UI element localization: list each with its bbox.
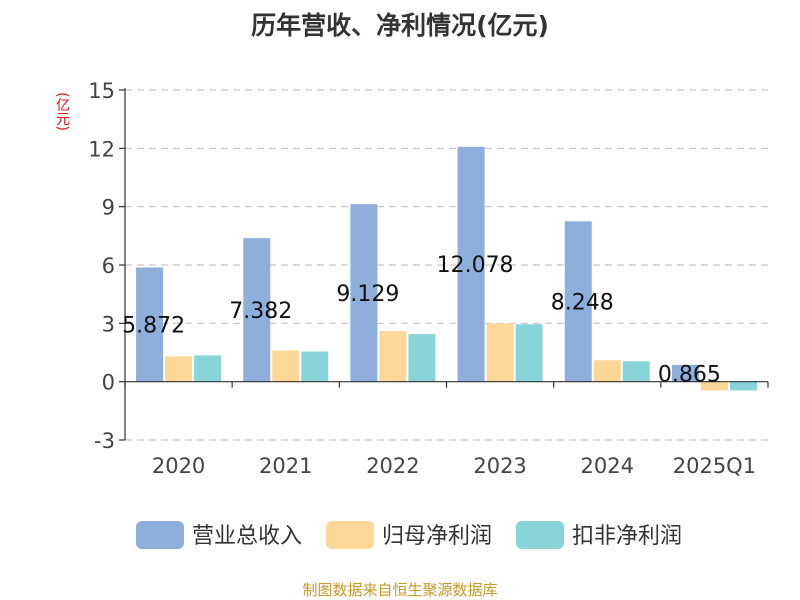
bar-net-profit [165, 356, 193, 382]
data-label: 9.129 [336, 282, 399, 307]
x-tick-label: 2024 [581, 454, 634, 478]
bar-deducted-net-profit [408, 334, 436, 382]
data-label: 7.382 [229, 299, 292, 324]
data-source-note: 制图数据来自恒生聚源数据库 [302, 581, 498, 599]
bar-revenue [136, 267, 164, 382]
data-label: 0.865 [658, 362, 721, 387]
y-tick-label: 6 [102, 254, 115, 278]
legend-label: 营业总收入 [192, 524, 302, 549]
bar-net-profit [486, 323, 514, 382]
legend-swatch [326, 521, 374, 549]
legend-swatch [516, 521, 564, 549]
y-tick-label: 15 [88, 79, 115, 103]
data-label: 12.078 [437, 253, 514, 278]
x-tick-label: 2021 [259, 454, 312, 478]
y-tick-label: -3 [94, 429, 115, 453]
x-tick-label: 2022 [366, 454, 419, 478]
y-axis-label: (亿元) [54, 92, 70, 131]
bar-net-profit [272, 350, 300, 382]
bar-deducted-net-profit [729, 381, 757, 391]
bar-revenue [350, 204, 378, 382]
bar-deducted-net-profit [194, 355, 222, 382]
y-tick-label: 0 [102, 371, 115, 395]
bar-revenue [243, 238, 271, 382]
bar-net-profit [700, 381, 728, 391]
bar-net-profit [593, 360, 621, 382]
bar-deducted-net-profit [301, 351, 329, 382]
y-tick-label: 9 [102, 196, 115, 220]
y-tick-label: 3 [102, 312, 115, 336]
x-tick-label: 2020 [152, 454, 205, 478]
legend-swatch [136, 521, 184, 549]
bar-layer [136, 146, 757, 391]
bar-revenue [457, 146, 485, 382]
data-label: 8.248 [551, 290, 614, 315]
legend[interactable]: 营业总收入 归母净利润 扣非净利润 [136, 521, 682, 549]
bar-net-profit [379, 331, 407, 382]
axis-layer: -3 0 3 6 9 12 15 2020 2021 2022 2023 2024 2025Q1 [88, 79, 769, 478]
legend-label: 扣非净利润 [572, 524, 682, 549]
x-tick-label: 2023 [473, 454, 526, 478]
data-label: 5.872 [122, 314, 185, 339]
chart-title: 历年营收、净利情况(亿元) [251, 11, 549, 40]
bar-deducted-net-profit [622, 361, 650, 382]
bar-deducted-net-profit [515, 324, 543, 382]
x-tick-label: 2025Q1 [673, 454, 756, 478]
bar-revenue [671, 364, 699, 382]
y-tick-label: 12 [88, 137, 115, 161]
data-label-layer: 5.872 7.382 9.129 12.078 8.248 0.865 [122, 253, 721, 387]
bar-revenue [564, 221, 592, 382]
legend-label: 归母净利润 [382, 524, 492, 549]
